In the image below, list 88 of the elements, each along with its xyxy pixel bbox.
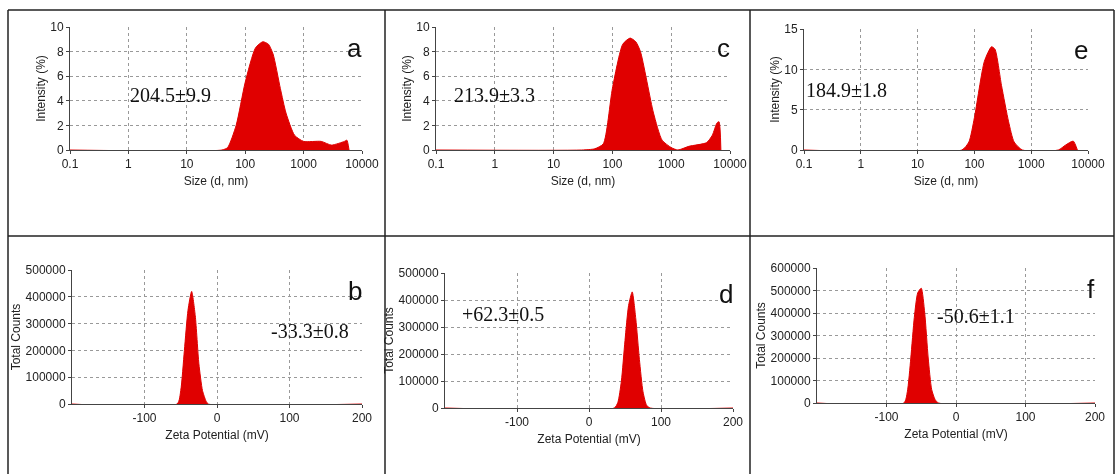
annotation: c [717, 33, 730, 63]
y-tick-label: 500000 [398, 266, 439, 281]
x-axis-title: Size (d, nm) [183, 174, 249, 189]
x-tick-label: 1000 [290, 157, 318, 172]
y-tick-label: 10 [50, 20, 64, 35]
y-tick-label: 8 [56, 44, 64, 59]
x-tick-label: 1 [491, 157, 499, 172]
x-axis-title: Size (d, nm) [550, 174, 616, 189]
annotation: -50.6±1.1 [937, 305, 1015, 327]
x-tick-label: 10 [180, 157, 194, 172]
y-tick-label: 600000 [770, 261, 811, 276]
x-tick-label: 100 [650, 415, 672, 430]
x-tick-label: -100 [504, 415, 530, 430]
y-axis-title: Intensity (%) [399, 55, 414, 122]
annotation: b [348, 276, 363, 306]
y-tick-label: 400000 [25, 290, 66, 304]
y-tick-label: 300000 [398, 320, 439, 335]
annotation: f [1087, 274, 1095, 304]
y-axis-title: Intensity (%) [767, 56, 782, 123]
y-tick-label: 6 [56, 69, 64, 84]
x-axis-title: Size (d, nm) [913, 174, 979, 189]
y-tick-label: 0 [790, 143, 798, 158]
x-tick-label: 10000 [713, 157, 748, 172]
y-tick-label: 500000 [25, 263, 66, 278]
x-tick-label: -100 [132, 411, 157, 426]
annotation: a [347, 33, 362, 63]
y-tick-label: 8 [422, 44, 430, 59]
x-tick-label: 10 [546, 157, 561, 172]
x-tick-label: 1000 [657, 157, 685, 172]
y-tick-label: 0 [422, 143, 430, 158]
y-tick-label: 0 [58, 397, 66, 412]
x-tick-label: 0 [952, 410, 960, 425]
x-tick-label: 100 [602, 157, 623, 172]
y-axis-title: Total Counts [8, 303, 23, 371]
x-tick-label: 1000 [1017, 157, 1045, 172]
y-axis-title: Total Counts [381, 307, 396, 374]
x-tick-label: 0 [585, 415, 593, 430]
y-tick-label: 10 [784, 62, 798, 77]
y-tick-label: 5 [790, 102, 798, 117]
annotation: d [719, 279, 734, 309]
x-tick-label: -100 [874, 410, 899, 425]
x-tick-label: 10000 [1071, 157, 1106, 172]
x-tick-label: 200 [1084, 410, 1106, 425]
y-tick-label: 100000 [25, 370, 66, 385]
y-tick-label: 500000 [770, 283, 811, 298]
y-axis-title: Total Counts [753, 302, 768, 369]
y-tick-label: 300000 [25, 316, 66, 331]
x-axis-title: Zeta Potential (mV) [537, 432, 641, 447]
y-tick-label: 2 [56, 118, 64, 133]
x-tick-label: 200 [722, 415, 744, 430]
x-tick-label: 0.1 [427, 157, 445, 172]
annotation: 204.5±9.9 [130, 84, 211, 106]
annotation: 213.9±3.3 [454, 84, 535, 106]
y-tick-label: 6 [422, 69, 430, 84]
y-tick-label: 0 [803, 396, 811, 411]
x-tick-label: 100 [964, 157, 985, 172]
x-tick-label: 100 [279, 411, 300, 426]
x-tick-label: 1 [857, 157, 865, 172]
annotation: 184.9±1.8 [806, 79, 887, 101]
x-tick-label: 100 [1015, 410, 1036, 425]
y-tick-label: 400000 [398, 293, 439, 308]
x-tick-label: 0.1 [795, 157, 813, 172]
x-tick-label: 100 [235, 157, 256, 172]
x-tick-label: 10 [910, 157, 925, 172]
y-tick-label: 400000 [770, 306, 811, 321]
y-tick-label: 2 [422, 118, 430, 133]
x-tick-label: 0 [213, 411, 221, 426]
y-tick-label: 15 [784, 22, 798, 37]
x-tick-label: 0.1 [61, 157, 79, 172]
annotation: +62.3±0.5 [462, 303, 545, 325]
y-tick-label: 200000 [25, 343, 66, 358]
x-axis-title: Zeta Potential (mV) [165, 428, 269, 443]
y-tick-label: 4 [422, 94, 430, 108]
y-tick-label: 0 [56, 143, 64, 158]
y-tick-label: 100000 [770, 373, 811, 388]
annotation: -33.3±0.8 [271, 320, 349, 342]
annotation: e [1074, 35, 1089, 65]
x-tick-label: 1 [125, 157, 133, 172]
y-tick-label: 300000 [770, 328, 811, 343]
y-tick-label: 100000 [398, 374, 439, 389]
y-axis-title: Intensity (%) [33, 55, 48, 122]
x-tick-label: 200 [351, 411, 373, 426]
y-tick-label: 10 [416, 20, 430, 35]
y-tick-label: 200000 [398, 347, 439, 362]
y-tick-label: 4 [56, 94, 64, 108]
x-tick-label: 10000 [345, 157, 380, 172]
y-tick-label: 200000 [770, 351, 811, 366]
x-axis-title: Zeta Potential (mV) [904, 427, 1008, 442]
